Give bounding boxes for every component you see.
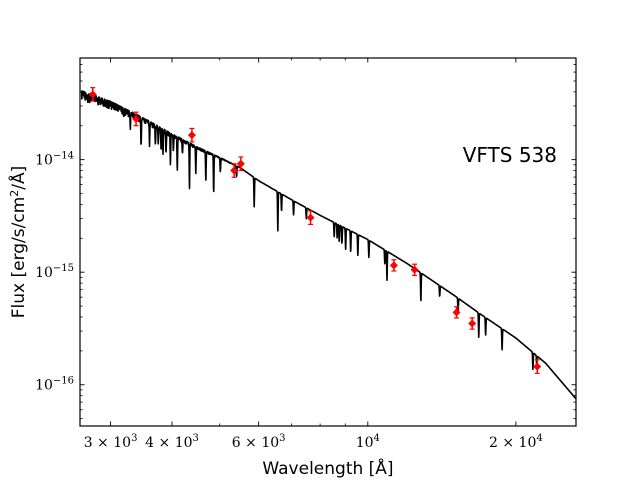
major-ticks <box>80 58 576 426</box>
y-axis-label-sup: 2 <box>8 190 21 197</box>
photometry-point <box>468 319 477 328</box>
x-tick-labels: 3 × 103 4 × 103 6 × 103 104 2 × 104 <box>84 433 543 451</box>
y-tick-label: 10−16 <box>35 376 74 394</box>
photometry-point <box>306 213 315 222</box>
photometry-point <box>452 308 461 317</box>
y-axis-label: Flux [erg/s/cm2/Å] <box>7 166 29 319</box>
y-tick-label: 10−15 <box>35 263 74 281</box>
x-tick-label: 3 × 103 <box>84 433 138 451</box>
photometry-point <box>187 131 196 140</box>
plot-area <box>80 87 576 400</box>
photometry-point <box>533 362 542 371</box>
photometry-point <box>132 114 141 123</box>
x-tick-label: 2 × 104 <box>489 433 543 451</box>
y-tick-label: 10−14 <box>35 151 74 169</box>
x-axis-label: Wavelength [Å] <box>262 457 393 479</box>
x-tick-label: 6 × 103 <box>232 433 286 451</box>
photometry-point <box>410 265 419 274</box>
photometry-point <box>230 166 239 175</box>
model-sed-line <box>80 90 576 400</box>
star-name-annotation: VFTS 538 <box>463 143 557 167</box>
y-tick-labels: 10−14 10−15 10−16 <box>35 151 74 394</box>
plot-frame <box>79 57 577 427</box>
photometry-point <box>236 159 245 168</box>
y-axis-label-end: /Å] <box>7 166 29 190</box>
photometry-points <box>88 87 542 374</box>
photometry-point <box>389 261 398 270</box>
photometry-point <box>88 90 97 99</box>
x-tick-label: 104 <box>356 433 380 451</box>
y-axis-label-main: Flux [erg/s/cm <box>9 197 29 319</box>
x-tick-label: 4 × 103 <box>145 433 199 451</box>
